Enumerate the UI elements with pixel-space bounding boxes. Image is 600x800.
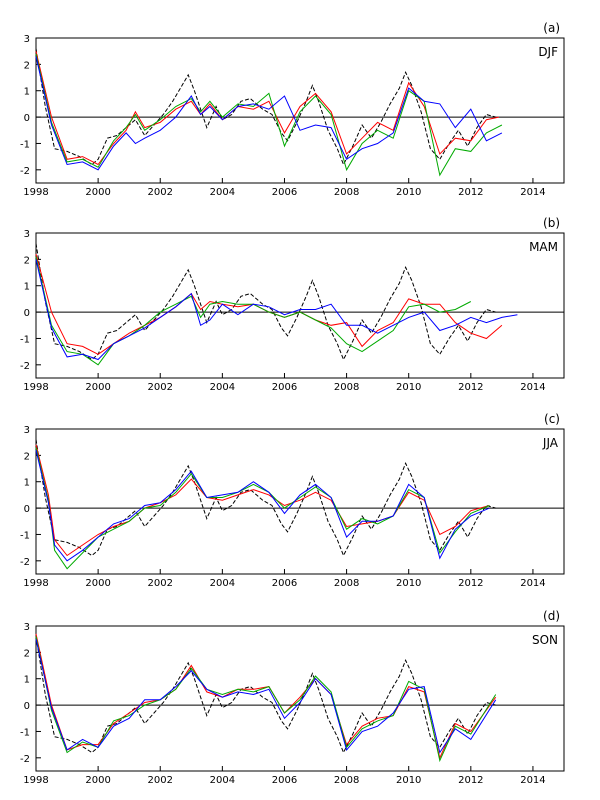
x-tick-label: 2000 — [85, 187, 110, 198]
series-line-3 — [35, 256, 472, 366]
y-tick-label: -2 — [20, 754, 30, 765]
series-line-1 — [35, 243, 496, 361]
plot-frame — [35, 232, 565, 379]
y-tick-label: -1 — [20, 727, 30, 738]
x-tick-label: 2014 — [520, 382, 545, 393]
y-tick-label: 0 — [24, 113, 30, 124]
y-tick-label: 1 — [24, 675, 30, 686]
x-tick-label: 2008 — [334, 578, 359, 589]
y-tick-label: 2 — [24, 451, 30, 462]
plot-frame — [35, 625, 565, 772]
panel-label: (a) — [543, 21, 560, 35]
x-tick-label: 1998 — [23, 382, 48, 393]
x-tick-label: 2004 — [210, 578, 235, 589]
x-tick-label: 2014 — [520, 578, 545, 589]
panel-label: (c) — [544, 412, 560, 426]
x-tick-label: 2002 — [148, 382, 173, 393]
y-tick-label: -1 — [20, 139, 30, 150]
plot-frame — [35, 37, 565, 184]
series-line-4 — [35, 449, 490, 562]
series-line-4 — [35, 639, 497, 754]
y-tick-label: 0 — [24, 308, 30, 319]
x-tick-label: 1998 — [23, 578, 48, 589]
x-tick-label: 2002 — [148, 775, 173, 786]
y-tick-label: -2 — [20, 361, 30, 372]
y-tick-label: 1 — [24, 282, 30, 293]
x-tick-label: 1998 — [23, 775, 48, 786]
x-tick-label: 2012 — [458, 187, 483, 198]
season-label: JJA — [542, 436, 559, 450]
x-tick-label: 2004 — [210, 187, 235, 198]
x-tick-label: 2006 — [272, 187, 297, 198]
y-tick-label: 3 — [24, 622, 30, 633]
series-line-2 — [35, 633, 497, 760]
x-tick-label: 2012 — [458, 775, 483, 786]
plot-frame — [35, 428, 565, 575]
y-tick-label: 1 — [24, 87, 30, 98]
panel-son: -2 -1 0 1 2 3 1998 2000 2002 2004 2006 2008 2010 2012… — [20, 609, 565, 786]
y-tick-label: -2 — [20, 557, 30, 568]
x-tick-label: 2004 — [210, 775, 235, 786]
x-tick-label: 2012 — [458, 578, 483, 589]
season-label: MAM — [529, 240, 558, 254]
y-tick-label: 0 — [24, 504, 30, 515]
x-tick-label: 2000 — [85, 578, 110, 589]
x-tick-label: 2006 — [272, 578, 297, 589]
y-tick-label: 2 — [24, 60, 30, 71]
x-tick-label: 2012 — [458, 382, 483, 393]
series-line-2 — [35, 444, 490, 557]
x-tick-label: 2002 — [148, 578, 173, 589]
x-tick-label: 2008 — [334, 187, 359, 198]
series-line-2 — [35, 51, 499, 166]
series-line-1 — [35, 439, 496, 557]
season-label: DJF — [538, 45, 558, 59]
panel-mam: -2 -1 0 1 2 3 1998 2000 2002 2004 2006 2008 2010 2012… — [20, 216, 565, 393]
series-line-2 — [35, 253, 503, 355]
x-tick-label: 2006 — [272, 775, 297, 786]
x-tick-label: 2008 — [334, 382, 359, 393]
x-tick-label: 2010 — [396, 187, 421, 198]
y-tick-label: 0 — [24, 701, 30, 712]
x-tick-label: 2000 — [85, 382, 110, 393]
series-line-3 — [35, 636, 497, 763]
x-tick-label: 2006 — [272, 382, 297, 393]
x-tick-label: 2000 — [85, 775, 110, 786]
panel-label: (b) — [543, 216, 560, 230]
x-tick-label: 2014 — [520, 775, 545, 786]
series-line-4 — [35, 56, 503, 171]
season-label: SON — [532, 633, 558, 647]
panel-djf: -2 -1 0 1 2 3 1998 2000 2002 2004 2006 2008 2010 2012… — [20, 21, 565, 198]
x-tick-label: 2010 — [396, 578, 421, 589]
x-tick-label: 2004 — [210, 382, 235, 393]
x-tick-label: 2002 — [148, 187, 173, 198]
series-line-3 — [35, 53, 503, 177]
y-tick-label: -1 — [20, 530, 30, 541]
y-tick-label: -2 — [20, 166, 30, 177]
y-tick-label: -1 — [20, 334, 30, 345]
y-tick-label: 1 — [24, 478, 30, 489]
panel-label: (d) — [543, 609, 560, 623]
series-line-4 — [35, 259, 518, 361]
y-tick-label: 3 — [24, 229, 30, 240]
x-tick-label: 2010 — [396, 775, 421, 786]
x-tick-label: 2010 — [396, 382, 421, 393]
x-tick-label: 2014 — [520, 187, 545, 198]
y-tick-label: 3 — [24, 34, 30, 45]
y-tick-label: 3 — [24, 425, 30, 436]
y-tick-label: 2 — [24, 648, 30, 659]
series-line-1 — [35, 48, 496, 166]
x-tick-label: 1998 — [23, 187, 48, 198]
x-tick-label: 2008 — [334, 775, 359, 786]
panel-jja: -2 -1 0 1 2 3 1998 2000 2002 2004 2006 2008 2010 2012… — [20, 412, 565, 589]
y-tick-label: 2 — [24, 255, 30, 266]
